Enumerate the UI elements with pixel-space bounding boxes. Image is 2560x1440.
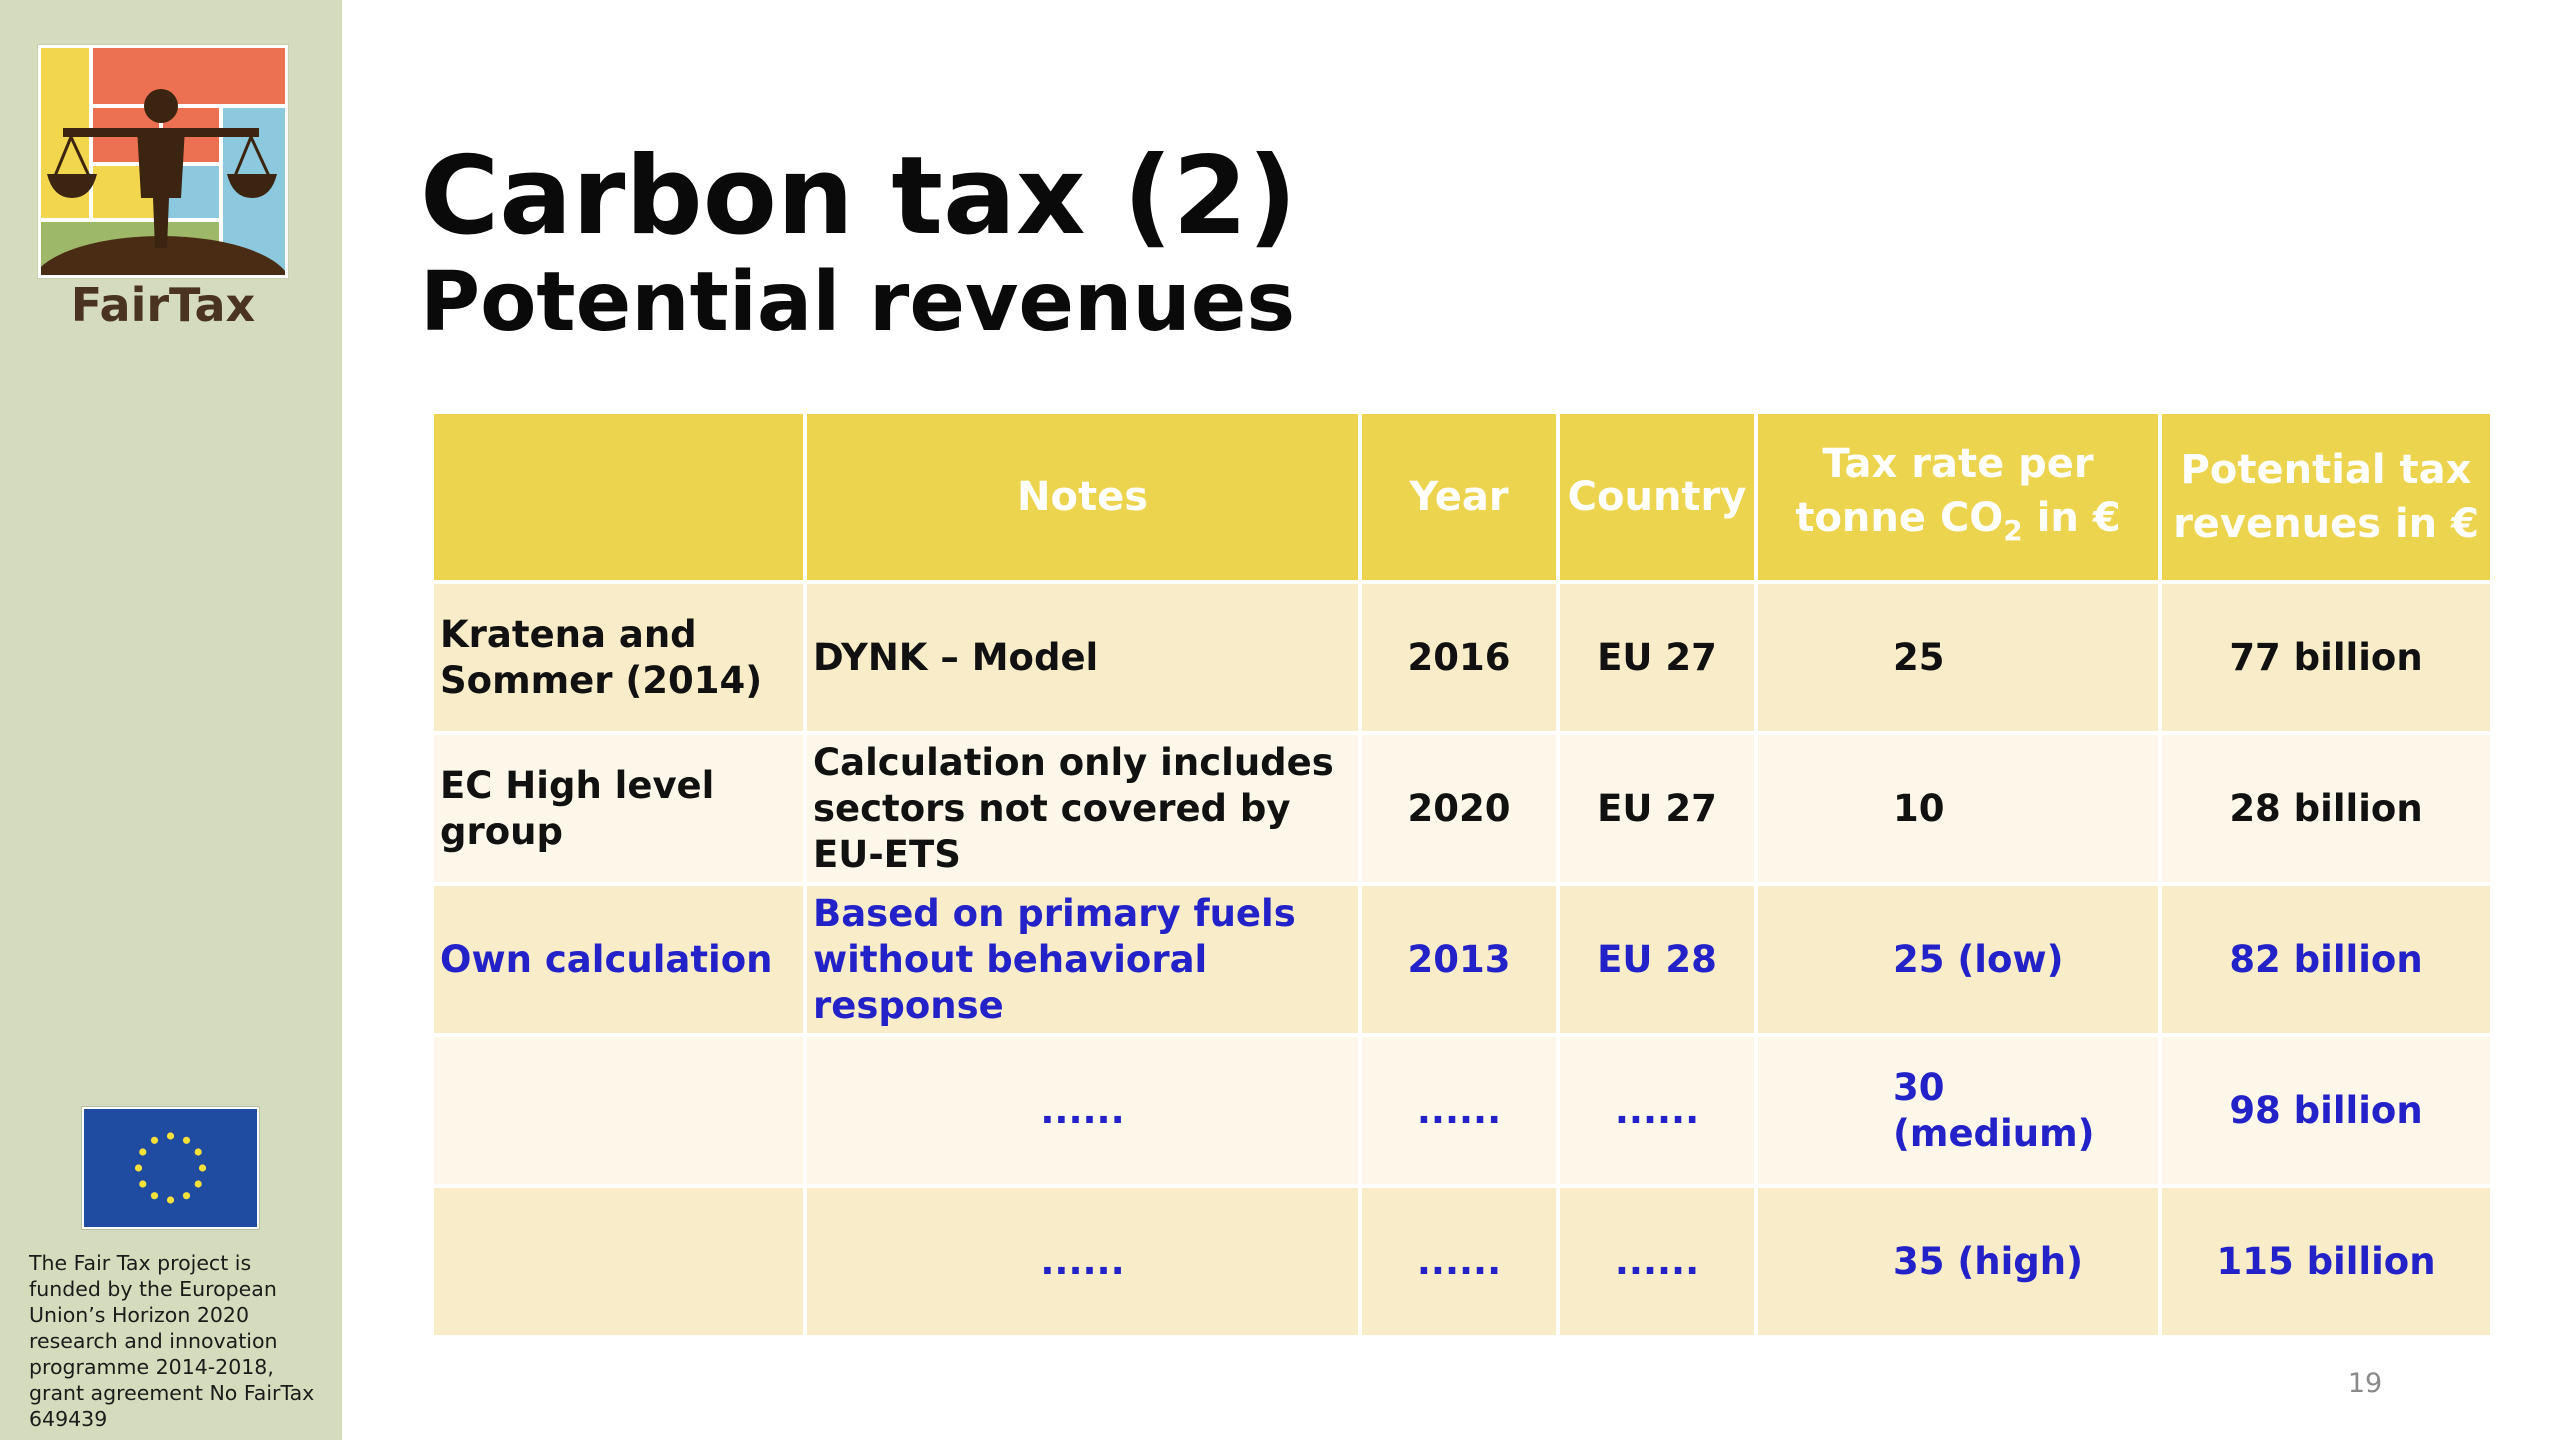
page-number: 19 bbox=[2347, 1368, 2383, 1399]
cell-revenue: 115 billion bbox=[2158, 1184, 2494, 1339]
header-tax-rate: Tax rate per tonne CO2 in € bbox=[1754, 410, 2162, 584]
logo-name: FairTax bbox=[70, 278, 256, 332]
cell-source: EC High level group bbox=[430, 731, 807, 886]
header-tax-rate-line1: Tax rate per bbox=[1822, 440, 2094, 487]
cell-tax-rate: 30 (medium) bbox=[1754, 1033, 2162, 1188]
cell-notes: ...... bbox=[803, 1184, 1362, 1339]
cell-year: 2020 bbox=[1358, 731, 1560, 886]
cell-notes: ...... bbox=[803, 1033, 1362, 1188]
cell-year: 2016 bbox=[1358, 580, 1560, 735]
cell-country: ...... bbox=[1556, 1033, 1758, 1188]
table-row: EC High level group Calculation only inc… bbox=[430, 731, 2494, 886]
cell-source: Own calculation bbox=[430, 882, 807, 1037]
cell-year: ...... bbox=[1358, 1033, 1560, 1188]
cell-revenue: 82 billion bbox=[2158, 882, 2494, 1037]
header-revenue-line1: Potential tax bbox=[2180, 447, 2472, 493]
cell-source bbox=[430, 1033, 807, 1188]
header-notes: Notes bbox=[803, 410, 1362, 584]
cell-country: EU 27 bbox=[1556, 580, 1758, 735]
header-year: Year bbox=[1358, 410, 1560, 584]
cell-notes: DYNK – Model bbox=[803, 580, 1362, 735]
revenues-table: Notes Year Country Tax rate per tonne CO… bbox=[430, 410, 2494, 1339]
header-tax-rate-subscript: 2 bbox=[2003, 513, 2023, 547]
cell-tax-rate: 25 (low) bbox=[1754, 882, 2162, 1037]
cell-tax-rate: 25 bbox=[1754, 580, 2162, 735]
cell-notes: Based on primary fuels without behaviora… bbox=[803, 882, 1362, 1037]
table-header-row: Notes Year Country Tax rate per tonne CO… bbox=[430, 410, 2494, 584]
sidebar: FairTax The Fair Tax project is funded b… bbox=[0, 0, 342, 1440]
fairtax-logo-icon bbox=[31, 45, 291, 336]
cell-country: EU 27 bbox=[1556, 731, 1758, 886]
cell-revenue: 28 billion bbox=[2158, 731, 2494, 886]
cell-country: EU 28 bbox=[1556, 882, 1758, 1037]
header-source bbox=[430, 410, 807, 584]
header-tax-rate-line2-pre: tonne CO bbox=[1795, 494, 2004, 541]
slide-subtitle: Potential revenues bbox=[420, 255, 1296, 350]
header-revenue-line2: revenues in € bbox=[2173, 501, 2479, 547]
eu-flag-icon bbox=[82, 1107, 259, 1229]
cell-revenue: 98 billion bbox=[2158, 1033, 2494, 1188]
funding-statement: The Fair Tax project is funded by the Eu… bbox=[29, 1251, 315, 1431]
cell-source: Kratena and Sommer (2014) bbox=[430, 580, 807, 735]
header-revenue: Potential tax revenues in € bbox=[2158, 410, 2494, 584]
cell-country: ...... bbox=[1556, 1184, 1758, 1339]
table-row: ...... ...... ...... 35 (high) 115 billi… bbox=[430, 1184, 2494, 1339]
cell-year: 2013 bbox=[1358, 882, 1560, 1037]
table-row: Kratena and Sommer (2014) DYNK – Model 2… bbox=[430, 580, 2494, 735]
cell-source bbox=[430, 1184, 807, 1339]
table-row: ...... ...... ...... 30 (medium) 98 bill… bbox=[430, 1033, 2494, 1188]
table-row: Own calculation Based on primary fuels w… bbox=[430, 882, 2494, 1037]
cell-tax-rate: 10 bbox=[1754, 731, 2162, 886]
cell-revenue: 77 billion bbox=[2158, 580, 2494, 735]
header-country: Country bbox=[1556, 410, 1758, 584]
cell-tax-rate: 35 (high) bbox=[1754, 1184, 2162, 1339]
slide-title: Carbon tax (2) bbox=[420, 134, 1298, 259]
cell-notes: Calculation only includes sectors not co… bbox=[803, 731, 1362, 886]
header-tax-rate-line2-post: in € bbox=[2022, 494, 2121, 541]
cell-year: ...... bbox=[1358, 1184, 1560, 1339]
